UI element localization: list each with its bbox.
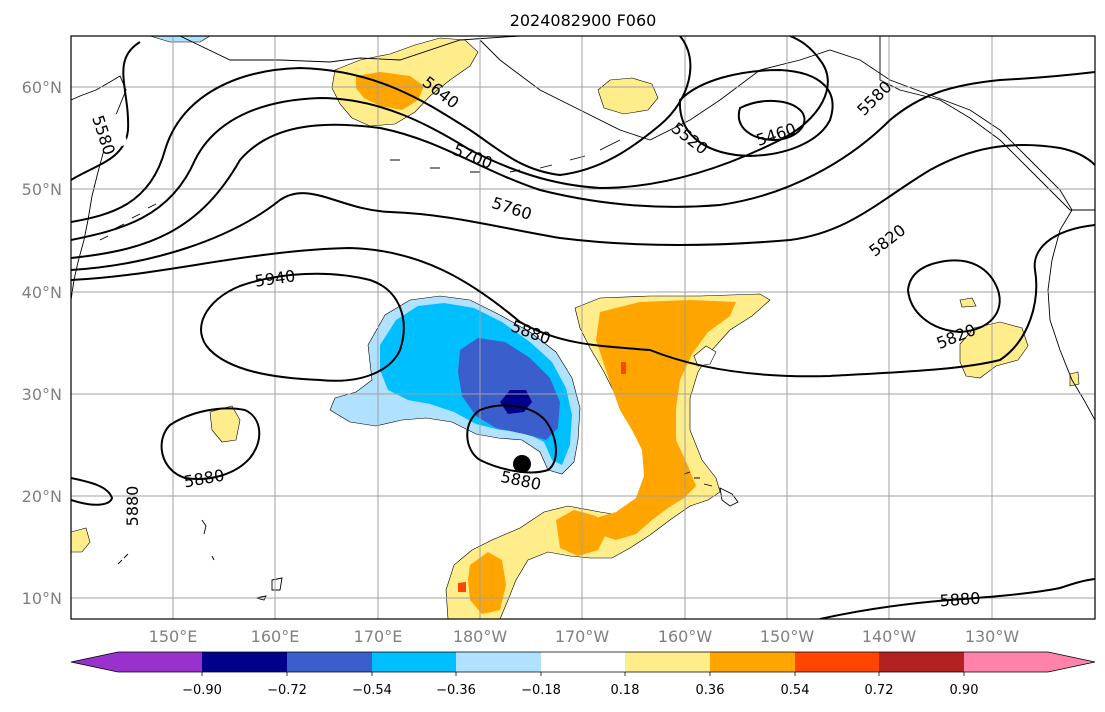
colorbar-tick-label: 0.90 <box>950 683 979 698</box>
lon-label: 160°W <box>658 627 713 646</box>
contour-5880-south <box>819 578 1095 619</box>
contour-5820-east <box>906 259 1001 334</box>
anomaly-shade-positive <box>959 297 977 308</box>
anomaly-shade-positive-strong <box>356 72 424 110</box>
anomaly-shade-positive-strong <box>588 300 736 540</box>
coastline-aleutians <box>390 139 621 173</box>
anomaly-shade-positive-strongest <box>621 362 626 374</box>
contour-5700 <box>71 36 829 241</box>
lat-label: 20°N <box>22 487 62 506</box>
colorbar-segment <box>541 652 625 672</box>
anomaly-shade-positive <box>1069 371 1080 387</box>
colorbar-tick-label: −0.72 <box>267 683 307 698</box>
coastline-north-america <box>1047 209 1095 421</box>
lon-label: 130°W <box>965 627 1020 646</box>
lon-label: 170°W <box>555 627 610 646</box>
contour-5880-west <box>160 407 261 480</box>
contour-5880-low <box>466 404 557 474</box>
colorbar-tick-label: 0.36 <box>696 683 725 698</box>
colorbar-segment <box>287 652 372 672</box>
colorbar-segment <box>202 652 287 672</box>
contour-label: 5880 <box>939 589 981 611</box>
graticule <box>71 36 1095 619</box>
lon-label: 150°W <box>760 627 815 646</box>
lat-label: 60°N <box>22 78 62 97</box>
latitude-labels: 60°N 50°N 40°N 30°N 20°N 10°N <box>22 78 62 608</box>
anomaly-shade-positive-strong <box>556 510 606 556</box>
coastline-northwest-coast <box>879 36 1095 211</box>
colorbar-tick-label: −0.90 <box>182 683 222 698</box>
colorbar-outline <box>70 651 1096 673</box>
colorbar-segment <box>625 652 710 672</box>
contour-5460 <box>737 99 806 142</box>
lon-label: 150°E <box>149 627 198 646</box>
contour-5640 <box>71 36 692 223</box>
colorbar-tick-label: 0.54 <box>781 683 810 698</box>
anomaly-shade-negative-medium <box>458 338 560 440</box>
lon-label: 160°E <box>251 627 300 646</box>
lon-label: 170°E <box>354 627 403 646</box>
map-frame <box>70 35 1096 620</box>
lon-label: 140°W <box>862 627 917 646</box>
colorbar-tick-label: −0.54 <box>352 683 392 698</box>
contour-5880-central <box>71 224 1095 378</box>
storm-center-marker <box>513 455 531 473</box>
contour-5760 <box>71 71 1095 259</box>
longitude-labels: 150°E 160°E 170°E 180°W 170°W 160°W 150°… <box>149 627 1020 646</box>
colorbar: −0.90 −0.72 −0.54 −0.36 −0.18 0.18 0.36 … <box>70 651 1096 698</box>
lat-label: 50°N <box>22 180 62 199</box>
coastline-kuril <box>99 203 157 241</box>
contour-5880-edge <box>71 477 114 506</box>
contour-5580-west <box>71 41 141 181</box>
contour-5820-north <box>71 143 1095 271</box>
colorbar-segment <box>710 652 795 672</box>
coastline-hawaii <box>683 471 739 507</box>
colorbar-tick-label: −0.18 <box>521 683 561 698</box>
map-title: 2024082900 F060 <box>510 11 657 30</box>
lat-label: 10°N <box>22 589 62 608</box>
colorbar-segment <box>456 652 541 672</box>
anomaly-shade-positive <box>209 405 241 443</box>
colorbar-segment <box>879 652 964 672</box>
anomaly-shade-positive-strongest <box>458 582 466 592</box>
colorbar-segment <box>795 652 879 672</box>
colorbar-tick-label: 0.18 <box>611 683 640 698</box>
anomaly-shade-positive <box>597 77 659 115</box>
anomaly-shade-positive <box>71 527 91 553</box>
colorbar-segment <box>1048 652 1095 672</box>
shaded-field <box>71 36 1080 619</box>
lat-label: 40°N <box>22 283 62 302</box>
lon-label: 180°W <box>453 627 508 646</box>
anomaly-shade-negative-light <box>149 36 211 43</box>
lat-label: 30°N <box>22 385 62 404</box>
colorbar-segment <box>964 652 1048 672</box>
height-contours <box>71 36 1095 619</box>
contour-5940 <box>200 272 405 382</box>
colorbar-segment <box>71 652 118 672</box>
colorbar-segment <box>372 652 456 672</box>
colorbar-tick-label: 0.72 <box>865 683 894 698</box>
contour-label: 5880 <box>123 486 142 527</box>
colorbar-tick-label: −0.36 <box>436 683 476 698</box>
map-plot-area <box>71 36 1095 619</box>
coastlines <box>71 36 1095 601</box>
colorbar-segment <box>118 652 202 672</box>
coastline-alaska <box>179 36 1073 211</box>
contour-5520 <box>678 68 834 158</box>
